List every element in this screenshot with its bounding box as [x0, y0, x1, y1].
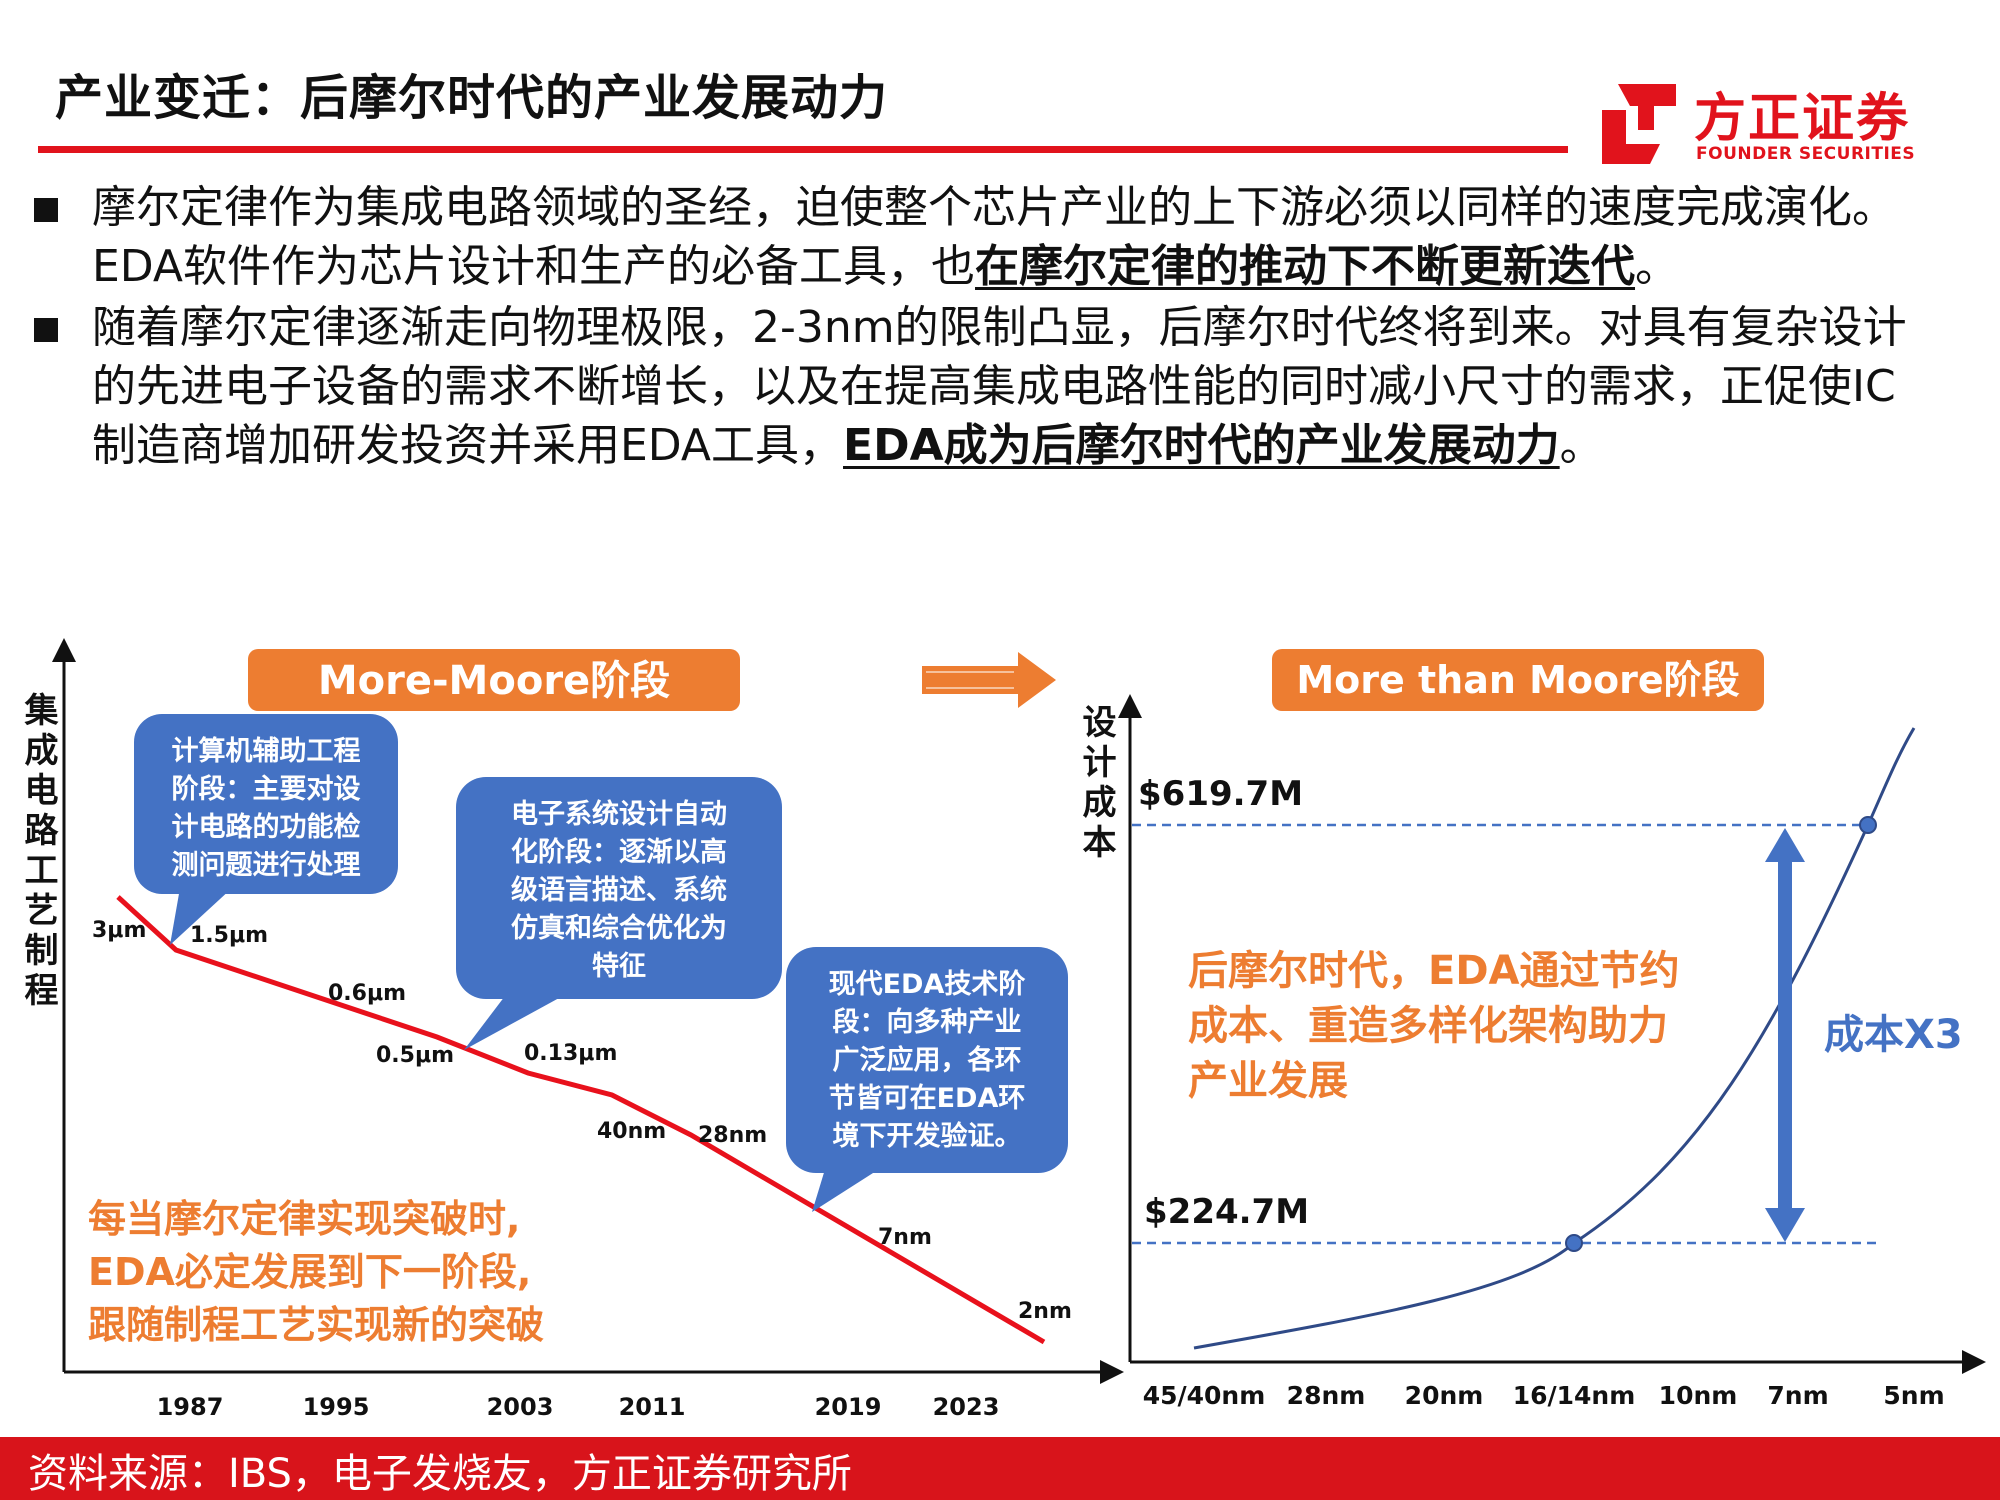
page-title: 产业变迁：后摩尔时代的产业发展动力	[55, 70, 889, 126]
source-note: 资料来源：IBS，电子发烧友，方正证券研究所	[28, 1451, 852, 1497]
left-y-axis-label: 集成电路工艺制程	[18, 692, 59, 1012]
callout-cae-stage: 计算机辅助工程 阶段：主要对设 计电路的功能检 测问题进行处理	[134, 714, 398, 945]
x-tick-label: 1995	[303, 1393, 370, 1421]
left-panel: 集成电路工艺制程 More-Moore阶段 3μm 1.5μm 0.6μm 0.…	[18, 638, 1124, 1421]
svg-text:广泛应用，各环: 广泛应用，各环	[833, 1044, 1022, 1076]
node-label: 28nm	[698, 1123, 767, 1148]
title-divider	[38, 146, 1568, 153]
cost-double-arrow	[1765, 828, 1805, 1242]
x-tick-label: 10nm	[1659, 1381, 1738, 1410]
svg-text:仿真和综合优化为: 仿真和综合优化为	[511, 912, 727, 944]
svg-text:每当摩尔定律实现突破时,: 每当摩尔定律实现突破时,	[88, 1197, 520, 1241]
svg-text:测问题进行处理: 测问题进行处理	[172, 849, 361, 881]
node-label: 0.5μm	[376, 1043, 454, 1068]
x-tick-label: 28nm	[1287, 1381, 1366, 1410]
node-label: 40nm	[597, 1119, 666, 1144]
node-label: 2nm	[1018, 1299, 1072, 1324]
founder-securities-logo: 方正证券 FOUNDER SECURITIES	[1598, 78, 1928, 168]
cost-value-high: $619.7M	[1138, 774, 1303, 814]
svg-text:段：向多种产业: 段：向多种产业	[833, 1006, 1022, 1038]
node-label: 3μm	[92, 918, 146, 943]
footer-bar: 资料来源：IBS，电子发烧友，方正证券研究所	[0, 1437, 2000, 1500]
bullet-1-emphasis: 在摩尔定律的推动下不断更新迭代	[975, 241, 1636, 292]
bullet-2-emphasis: EDA成为后摩尔时代的产业发展动力	[843, 420, 1560, 471]
bullet-1-text: 摩尔定律作为集成电路领域的圣经，迫使整个芯片产业的上下游必须以同样的速度完成演化…	[92, 182, 1896, 292]
svg-text:跟随制程工艺实现新的突破: 跟随制程工艺实现新的突破	[88, 1303, 544, 1347]
curve-point-low	[1565, 1234, 1583, 1252]
bullet-1-tail: 。	[1635, 241, 1680, 292]
design-cost-curve	[1193, 727, 1916, 1350]
right-panel-note: 后摩尔时代，EDA通过节约 成本、重造多样化架构助力 产业发展	[1188, 948, 1679, 1104]
bullet-2-tail: 。	[1559, 420, 1604, 471]
node-label: 0.13μm	[524, 1041, 617, 1066]
x-tick-label: 2019	[815, 1393, 882, 1421]
svg-text:级语言描述、系统: 级语言描述、系统	[511, 874, 727, 906]
x-tick-label: 1987	[157, 1393, 224, 1421]
x-tick-label: 16/14nm	[1513, 1381, 1636, 1410]
svg-text:后摩尔时代，EDA通过节约: 后摩尔时代，EDA通过节约	[1188, 948, 1679, 994]
svg-text:EDA必定发展到下一阶段,: EDA必定发展到下一阶段,	[88, 1250, 531, 1294]
node-label: 1.5μm	[190, 923, 268, 948]
svg-text:化阶段：逐渐以高: 化阶段：逐渐以高	[511, 836, 727, 868]
bullet-item-1: 摩尔定律作为集成电路领域的圣经，迫使整个芯片产业的上下游必须以同样的速度完成演化…	[30, 178, 1910, 296]
x-tick-label: 2011	[619, 1393, 686, 1421]
cost-multiplier-label: 成本X3	[1824, 1012, 1963, 1058]
callout-esda-stage: 电子系统设计自动 化阶段：逐渐以高 级语言描述、系统 仿真和综合优化为 特征	[456, 777, 782, 1050]
svg-text:电子系统设计自动: 电子系统设计自动	[511, 798, 727, 830]
x-tick-label: 2023	[933, 1393, 1000, 1421]
stage-transition-arrow	[922, 652, 1056, 708]
process-node-line	[116, 895, 1046, 1345]
x-tick-label: 20nm	[1405, 1381, 1484, 1410]
svg-text:节皆可在EDA环: 节皆可在EDA环	[829, 1083, 1026, 1114]
svg-text:成本、重造多样化架构助力: 成本、重造多样化架构助力	[1188, 1003, 1668, 1049]
curve-point-high	[1859, 816, 1877, 834]
more-than-moore-stage-badge	[1272, 649, 1764, 711]
x-tick-label: 7nm	[1767, 1381, 1828, 1410]
right-panel: More than Moore阶段 设计成本 $619.7M $224.7M 成…	[1076, 649, 1986, 1410]
node-label: 0.6μm	[328, 981, 406, 1006]
svg-text:计算机辅助工程: 计算机辅助工程	[172, 735, 361, 767]
x-tick-label: 45/40nm	[1143, 1381, 1266, 1410]
more-moore-stage-label: More-Moore阶段	[318, 658, 670, 704]
svg-text:特征: 特征	[592, 951, 646, 982]
svg-text:阶段：主要对设: 阶段：主要对设	[172, 774, 361, 805]
svg-text:境下开发验证。: 境下开发验证。	[833, 1120, 1022, 1152]
svg-text:计电路的功能检: 计电路的功能检	[172, 811, 361, 843]
bullet-2-text: 随着摩尔定律逐渐走向物理极限，2-3nm的限制凸显，后摩尔时代终将到来。对具有复…	[92, 302, 1907, 471]
founder-logo-icon	[1602, 84, 1676, 164]
x-tick-label: 2003	[487, 1393, 554, 1421]
callout-modern-eda-stage: 现代EDA技术阶 段：向多种产业 广泛应用，各环 节皆可在EDA环 境下开发验证…	[786, 947, 1068, 1212]
bullet-list: 摩尔定律作为集成电路领域的圣经，迫使整个芯片产业的上下游必须以同样的速度完成演化…	[30, 178, 1910, 475]
node-label: 7nm	[878, 1225, 932, 1250]
svg-text:现代EDA技术阶: 现代EDA技术阶	[829, 969, 1026, 1000]
svg-text:产业发展: 产业发展	[1188, 1058, 1348, 1104]
cost-value-low: $224.7M	[1144, 1192, 1309, 1232]
left-panel-note: 每当摩尔定律实现突破时, EDA必定发展到下一阶段, 跟随制程工艺实现新的突破	[88, 1197, 544, 1347]
x-tick-label: 5nm	[1883, 1381, 1944, 1410]
more-moore-stage-badge	[248, 649, 740, 711]
logo-name-cn: 方正证券	[1694, 89, 1911, 149]
logo-name-en: FOUNDER SECURITIES	[1696, 144, 1916, 164]
bullet-item-2: 随着摩尔定律逐渐走向物理极限，2-3nm的限制凸显，后摩尔时代终将到来。对具有复…	[30, 298, 1910, 475]
bullet-square-icon	[34, 198, 58, 222]
right-y-axis-label: 设计成本	[1076, 704, 1116, 864]
more-than-moore-stage-label: More than Moore阶段	[1296, 658, 1739, 702]
bullet-square-icon	[34, 318, 58, 342]
